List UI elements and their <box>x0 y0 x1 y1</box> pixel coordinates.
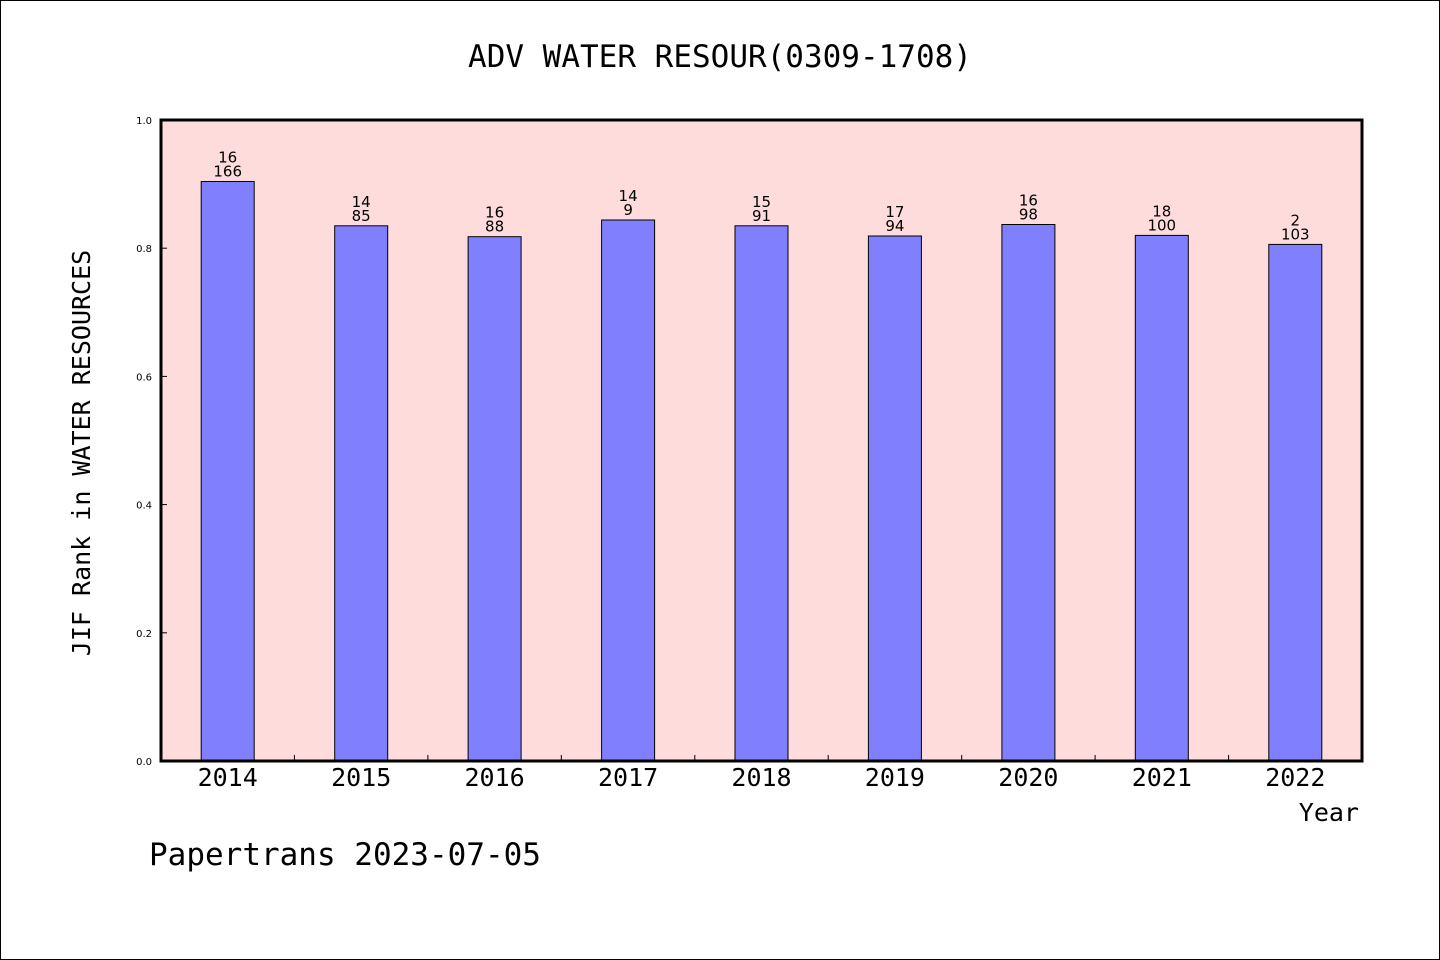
x-tick-label-2017: 2017 <box>598 763 658 792</box>
plot-frame <box>159 118 1364 763</box>
bars-group <box>200 181 1323 762</box>
data-label-top-2022: 2 <box>1291 211 1301 229</box>
y-tick-label: 0.0 <box>136 757 152 768</box>
bar-2020 <box>1001 224 1056 762</box>
data-label-top-2017: 14 <box>619 187 638 205</box>
y-tick-label: 1.0 <box>136 116 152 127</box>
x-tick-label-2016: 2016 <box>464 763 524 792</box>
data-label-bottom-2020: 98 <box>1019 206 1038 224</box>
data-label-bottom-2015: 85 <box>352 207 371 225</box>
data-label-bottom-2017: 9 <box>623 201 633 219</box>
x-tick-label-2019: 2019 <box>865 763 925 792</box>
data-label-top-2021: 18 <box>1152 202 1171 220</box>
data-label-top-2019: 17 <box>885 203 904 221</box>
data-label-bottom-2021: 100 <box>1147 216 1176 234</box>
data-label-top-2015: 14 <box>352 193 371 211</box>
x-axis-label: Year <box>1299 798 1359 827</box>
x-axis: 2014 2015 2016 2017 2018 2019 2020 2021 2022 <box>198 755 1325 792</box>
footer-date-stamp: Papertrans 2023-07-05 <box>149 837 541 873</box>
y-tick-label: 0.4 <box>136 501 152 512</box>
x-tick-label-2020: 2020 <box>998 763 1058 792</box>
x-tick-label-2014: 2014 <box>198 763 258 792</box>
x-tick-label-2021: 2021 <box>1132 763 1192 792</box>
data-label-bottom-2014: 166 <box>213 163 242 181</box>
bar-2018 <box>734 225 789 762</box>
bar-2019 <box>867 235 922 762</box>
bar-2022 <box>1268 243 1323 762</box>
data-label-top-2016: 16 <box>485 204 504 222</box>
data-label-bottom-2022: 103 <box>1281 225 1310 243</box>
bar-2015 <box>334 225 389 762</box>
data-label-bottom-2019: 94 <box>885 217 904 235</box>
y-tick-label: 0.6 <box>136 372 152 383</box>
y-tick-label: 0.8 <box>136 244 152 255</box>
bar-2016 <box>467 236 522 762</box>
y-tick-label: 0.2 <box>136 629 152 640</box>
x-tick-label-2018: 2018 <box>731 763 791 792</box>
data-label-bottom-2018: 91 <box>752 207 771 225</box>
data-label-top-2014: 16 <box>218 149 237 167</box>
data-label-bottom-2016: 88 <box>485 218 504 236</box>
data-label-top-2018: 15 <box>752 193 771 211</box>
bar-2014 <box>200 181 255 762</box>
data-label-top-2020: 16 <box>1019 192 1038 210</box>
y-axis-label: JIF Rank in WATER RESOURCES <box>67 250 96 656</box>
bar-2017 <box>601 219 656 762</box>
bar-2021 <box>1134 234 1189 762</box>
chart-title: ADV WATER RESOUR(0309-1708) <box>468 39 972 75</box>
x-tick-label-2015: 2015 <box>331 763 391 792</box>
x-tick-label-2022: 2022 <box>1265 763 1325 792</box>
